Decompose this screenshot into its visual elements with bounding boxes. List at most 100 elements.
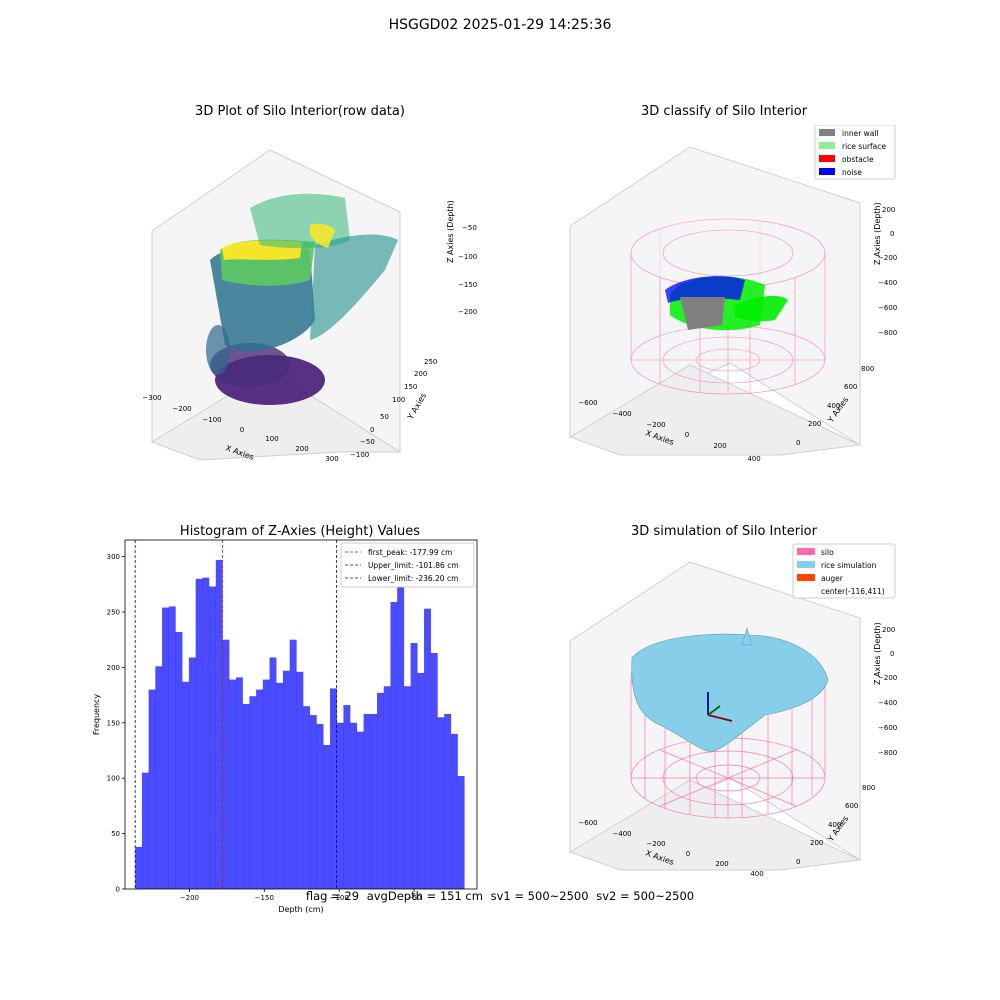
histogram-bar (222, 639, 230, 889)
histogram-bar (209, 586, 217, 889)
histogram-bar (135, 846, 143, 889)
classify-ztick: −200 (878, 254, 897, 262)
simulation-ytick: 800 (862, 784, 875, 792)
simulation-ztick: −600 (878, 724, 897, 732)
classify-3d-plot: −600 −400 −200 0 200 400 X Axies 0 200 4… (568, 125, 897, 463)
legend-swatch-inner-wall (819, 129, 835, 136)
raw-xtick: −100 (202, 416, 221, 424)
histogram-bar (276, 682, 284, 889)
simulation-xtick: −400 (612, 830, 631, 838)
histogram-xtick-label: −150 (255, 894, 274, 902)
legend-swatch-obstacle (819, 155, 835, 162)
raw-ztick: −100 (458, 253, 477, 261)
histogram-bar (430, 653, 438, 889)
histogram-bar (437, 717, 445, 889)
histogram-bar (235, 677, 243, 889)
histogram-bar (229, 679, 237, 889)
raw-y-ticks: −100 −50 0 50 100 150 200 250 (350, 358, 437, 459)
raw-y-label: Y Axies (405, 391, 428, 421)
raw-xtick: −200 (172, 405, 191, 413)
histogram-bar (303, 706, 311, 889)
simulation-xtick: 0 (686, 850, 690, 858)
raw-xtick: −300 (142, 394, 161, 402)
histogram-bar (377, 692, 384, 889)
status-avg-depth: avgDepth = 151 cm (366, 889, 483, 903)
simulation-ztick: −200 (878, 674, 897, 682)
legend-label: obstacle (842, 155, 874, 164)
classify-x-ticks: −600 −400 −200 0 200 400 (578, 399, 760, 463)
histogram-bar (249, 696, 257, 889)
legend-label: inner wall (842, 129, 879, 138)
raw-ytick: 100 (392, 396, 405, 404)
raw-xtick: 200 (295, 445, 308, 453)
histogram-x-label: Depth (cm) (278, 905, 323, 914)
classify-xtick: −600 (578, 399, 597, 407)
classify-z-label: Z Axies (Depth) (873, 202, 882, 265)
histogram-bar (195, 578, 203, 889)
histogram-ytick-label: 50 (111, 830, 120, 838)
histogram-bar (262, 679, 270, 889)
simulation-legend: silo rice simulation auger center(-116,4… (792, 543, 896, 599)
status-line: flag = 29 avgDepth = 151 cm sv1 = 500~25… (0, 889, 1000, 903)
histogram-bar (383, 686, 391, 889)
histogram-legend-label: first_peak: -177.99 cm (368, 548, 452, 557)
histogram-ytick-label: 100 (107, 775, 120, 783)
histogram-bar (316, 723, 324, 889)
raw-ztick: −200 (458, 308, 477, 316)
classify-ytick: 800 (861, 365, 874, 373)
histogram-ytick-label: 0 (116, 886, 120, 894)
histogram-bar (457, 775, 465, 889)
raw-xtick: 100 (265, 435, 278, 443)
raw-ytick: −100 (350, 451, 369, 459)
histogram-ytick-label: 250 (107, 609, 120, 617)
legend-swatch-rice-surface (819, 142, 835, 149)
histogram-ytick-label: 200 (107, 664, 120, 672)
histogram-bar (410, 643, 418, 889)
histogram-bar (444, 713, 452, 889)
histogram-bar (363, 713, 371, 889)
raw-3d-plot: −300 −200 −100 0 100 200 300 X Axies −10… (142, 149, 477, 463)
classify-plot-title: 3D classify of Silo Interior (640, 104, 808, 119)
histogram-bar (215, 559, 223, 889)
histogram-bar (141, 772, 149, 889)
classify-points (665, 276, 788, 331)
legend-label: silo (821, 548, 834, 557)
status-sv2: sv2 = 500~2500 (596, 889, 695, 903)
auger-axes-icon (707, 692, 733, 722)
histogram-bar (256, 689, 264, 889)
histogram-bar (182, 681, 190, 889)
classify-ztick: 200 (882, 206, 895, 214)
histogram-bar (356, 731, 364, 889)
simulation-ztick: 200 (882, 626, 895, 634)
classify-xtick: −400 (612, 410, 631, 418)
histogram-ytick-label: 300 (107, 553, 120, 561)
histogram-legend-box (340, 542, 475, 588)
classify-xtick: −200 (646, 421, 665, 429)
histogram-legend-label: Upper_limit: -101.86 cm (368, 561, 459, 570)
simulation-xtick: 400 (750, 870, 763, 878)
histogram-bar (148, 689, 156, 889)
classify-ytick: 0 (796, 439, 800, 447)
simulation-ytick: 600 (845, 802, 858, 810)
legend-label: noise (842, 168, 862, 177)
simulation-ytick: 200 (810, 839, 823, 847)
simulation-x-ticks: −600 −400 −200 0 200 400 (578, 819, 763, 878)
legend-label: auger (821, 574, 844, 583)
rice-simulation-surface (631, 627, 829, 753)
simulation-y-ticks: 0 200 400 600 800 (796, 784, 875, 866)
histogram-bar (162, 607, 169, 889)
classify-ztick: −400 (878, 279, 897, 287)
raw-ztick: −150 (458, 281, 477, 289)
histogram-bar (282, 670, 290, 889)
histogram-bar (269, 657, 277, 889)
classify-xtick: 400 (747, 455, 760, 463)
histogram-bar (323, 744, 331, 889)
legend-label: rice simulation (821, 561, 877, 570)
simulation-xtick: 200 (715, 860, 728, 868)
histogram-bar (155, 666, 163, 889)
histogram-xtick-label: −50 (407, 894, 422, 902)
legend-swatch-auger (797, 574, 815, 581)
histogram-y-label: Frequency (92, 694, 101, 736)
histogram-bar (289, 639, 297, 889)
classify-xtick: 0 (685, 431, 689, 439)
